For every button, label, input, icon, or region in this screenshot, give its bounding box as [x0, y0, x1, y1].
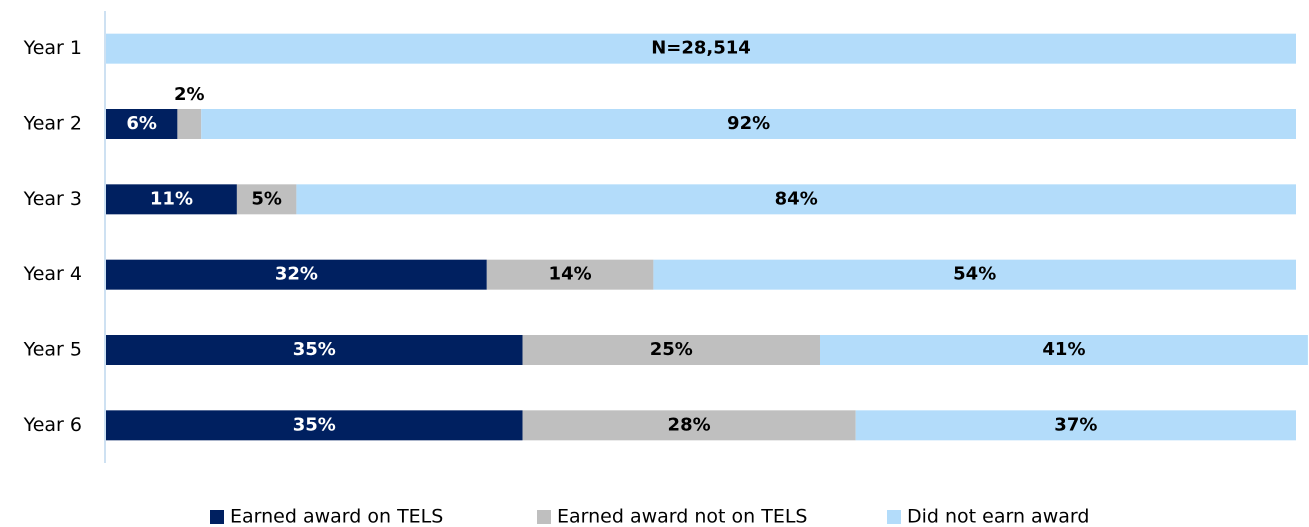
data-label: 37% — [1054, 414, 1097, 435]
bar-segment — [106, 184, 237, 215]
bar-segment — [653, 259, 1296, 290]
data-label: 2% — [174, 84, 205, 105]
category-label: Year 2 — [23, 113, 82, 135]
data-label: 32% — [275, 264, 318, 285]
category-label: Year 1 — [23, 37, 82, 59]
bar-segment — [855, 410, 1296, 441]
bar-segment — [820, 335, 1308, 365]
bar-segment — [201, 109, 1297, 139]
annotation: N=28,514 — [651, 38, 751, 59]
bar-segment — [106, 33, 1296, 64]
data-label: 25% — [650, 339, 693, 360]
legend-label: Did not earn award — [907, 506, 1089, 527]
data-label: 35% — [293, 339, 336, 360]
data-label: 92% — [727, 113, 770, 134]
bar-segment — [177, 109, 202, 139]
data-label: 28% — [668, 414, 711, 435]
data-label: 41% — [1042, 339, 1085, 360]
data-label: 6% — [126, 113, 157, 134]
data-label: 11% — [150, 188, 193, 209]
legend-swatch — [210, 510, 224, 524]
data-label: 84% — [775, 188, 818, 209]
bar-segment — [522, 410, 856, 441]
legend-label: Earned award not on TELS — [557, 506, 807, 527]
bar-segment — [106, 410, 523, 441]
data-label: 54% — [953, 264, 996, 285]
category-label: Year 3 — [23, 188, 82, 210]
bar-segment — [236, 184, 297, 215]
data-label: 14% — [549, 264, 592, 285]
category-label: Year 6 — [23, 414, 82, 436]
bar-segment — [522, 335, 820, 365]
bar-segment — [296, 184, 1296, 215]
bar-segment — [106, 259, 487, 290]
bar-segment — [106, 109, 178, 139]
bar-segment — [486, 259, 654, 290]
data-label: 35% — [293, 414, 336, 435]
category-label: Year 5 — [23, 339, 82, 361]
legend-swatch — [537, 510, 551, 524]
category-label: Year 4 — [23, 263, 82, 285]
bar-segment — [106, 335, 523, 365]
legend-swatch — [887, 510, 901, 524]
legend-label: Earned award on TELS — [230, 506, 443, 527]
data-label: 5% — [251, 188, 282, 209]
